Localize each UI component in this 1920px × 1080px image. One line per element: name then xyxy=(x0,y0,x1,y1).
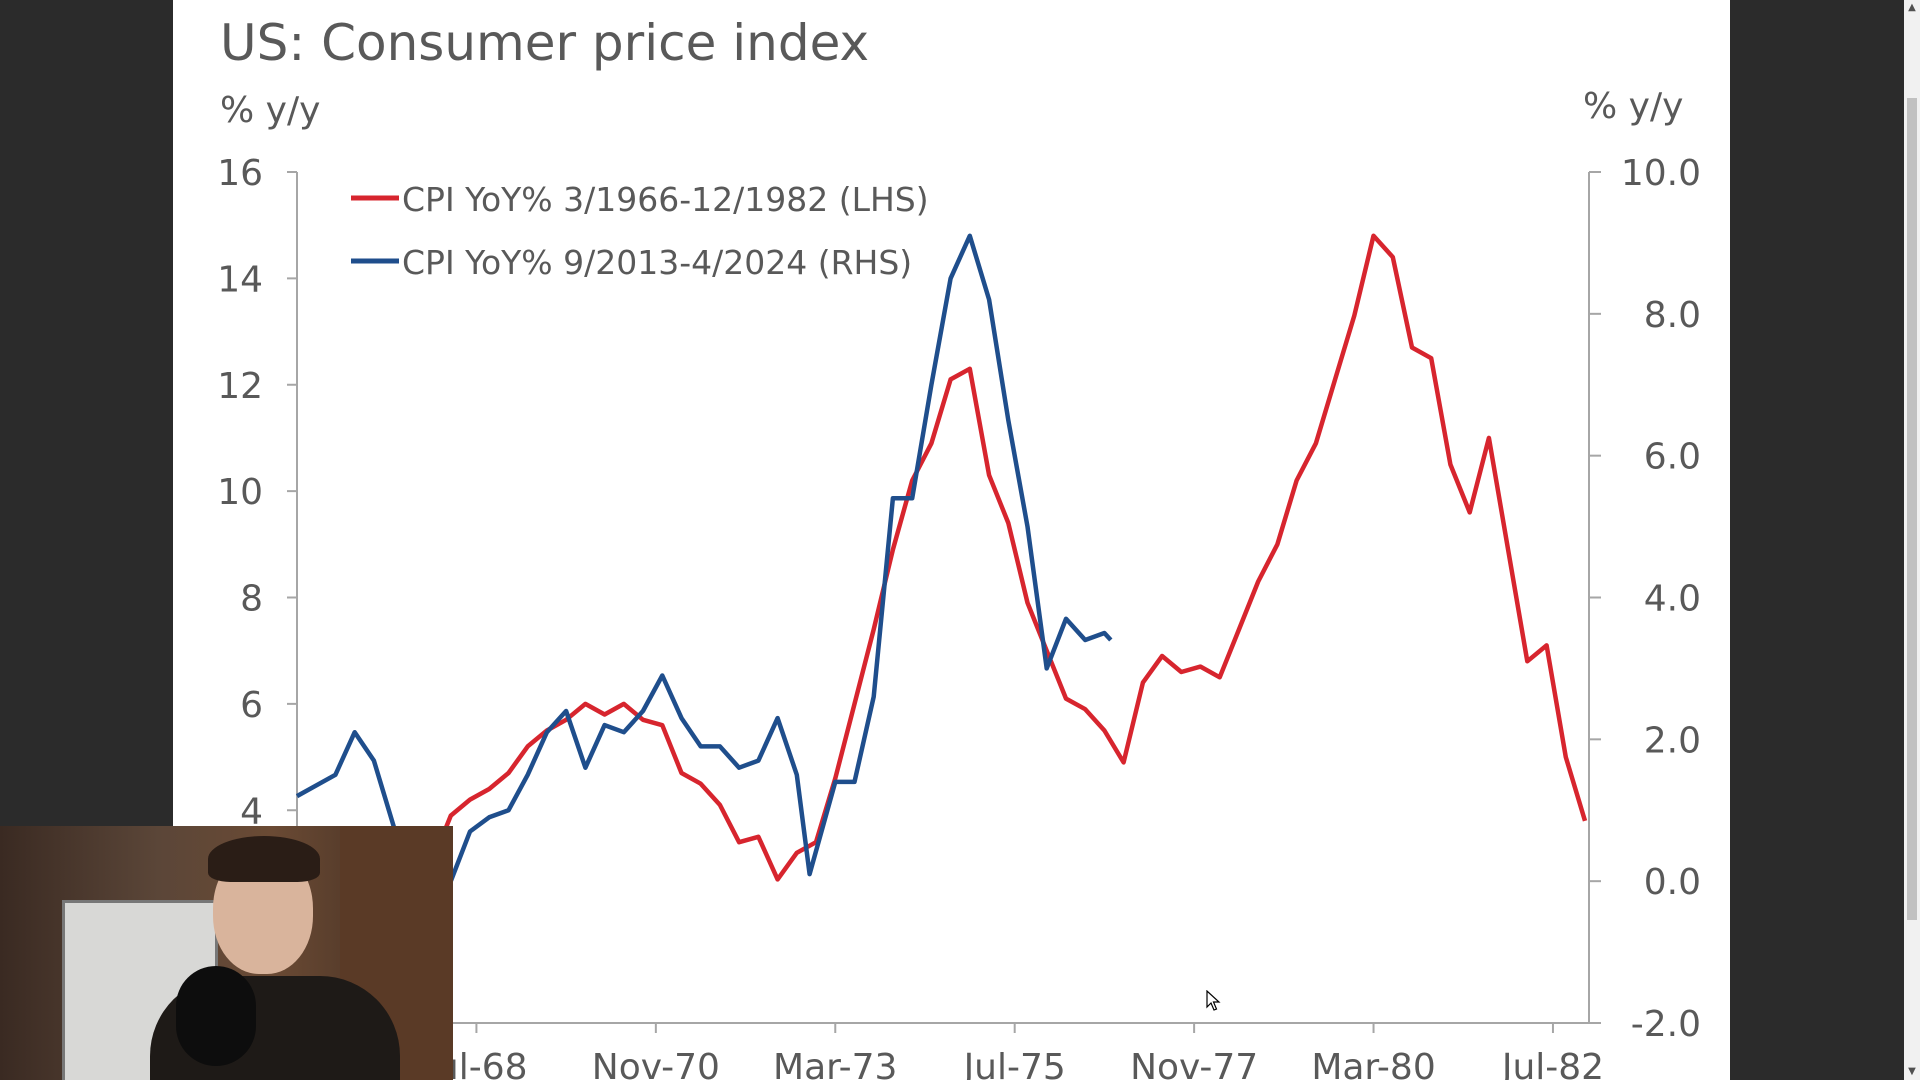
left-tick-label: 12 xyxy=(217,366,263,407)
legend-label: CPI YoY% 3/1966-12/1982 (LHS) xyxy=(402,180,929,219)
x-tick-label: Nov-77 xyxy=(1130,1047,1258,1080)
left-axis-unit: % y/y xyxy=(220,90,321,131)
left-tick-label: 4 xyxy=(240,791,263,832)
right-tick-label: 6.0 xyxy=(1644,437,1701,478)
vertical-scrollbar[interactable]: ▲ ▼ xyxy=(1904,0,1920,1080)
webcam-presenter-hair xyxy=(208,836,320,882)
x-tick-label: Nov-70 xyxy=(592,1047,720,1080)
chart-title: US: Consumer price index xyxy=(220,14,870,72)
left-tick-label: 16 xyxy=(217,153,263,194)
left-tick-label: 14 xyxy=(217,259,263,300)
x-tick-label: Jul-82 xyxy=(1500,1047,1604,1080)
legend-label: CPI YoY% 9/2013-4/2024 (RHS) xyxy=(402,243,912,282)
x-tick-label: Jul-75 xyxy=(962,1047,1066,1080)
x-tick-label: Mar-73 xyxy=(773,1047,897,1080)
right-tick-label: 8.0 xyxy=(1644,295,1701,336)
cpi-line-chart: 1614121086410.08.06.04.02.00.0-2.0Jul-68… xyxy=(217,153,1701,1080)
webcam-overlay xyxy=(0,826,453,1080)
right-tick-label: 2.0 xyxy=(1644,720,1701,761)
series-line-lhs xyxy=(295,233,1588,892)
microphone-icon xyxy=(176,966,256,1066)
left-tick-label: 8 xyxy=(240,579,263,620)
right-axis-unit: % y/y xyxy=(1583,86,1684,127)
scrollbar-thumb[interactable] xyxy=(1907,98,1917,920)
mouse-cursor-icon xyxy=(1206,990,1221,1011)
left-tick-label: 10 xyxy=(217,472,263,513)
right-tick-label: -2.0 xyxy=(1631,1004,1701,1045)
x-tick-label: Mar-80 xyxy=(1311,1047,1435,1080)
right-tick-label: 4.0 xyxy=(1644,579,1701,620)
right-tick-label: 0.0 xyxy=(1644,862,1701,903)
scroll-up-icon[interactable]: ▲ xyxy=(1908,2,1916,13)
right-tick-label: 10.0 xyxy=(1621,153,1701,194)
left-tick-label: 6 xyxy=(240,685,263,726)
scroll-down-icon[interactable]: ▼ xyxy=(1908,1066,1916,1077)
